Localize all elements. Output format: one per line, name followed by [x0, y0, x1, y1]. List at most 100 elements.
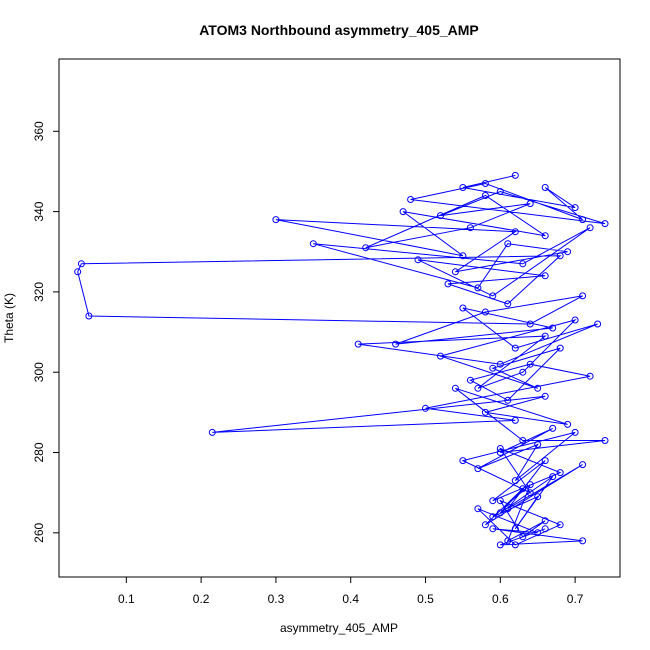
data-point	[579, 537, 587, 545]
data-point	[459, 184, 467, 191]
data-point	[571, 204, 579, 212]
data-point	[519, 437, 527, 444]
data-point	[511, 477, 519, 485]
data-point	[496, 509, 504, 517]
x-tick-label: 0.5	[417, 592, 434, 606]
data-point	[504, 396, 512, 404]
x-tick-label: 0.2	[193, 592, 210, 606]
data-point	[511, 228, 519, 236]
data-point	[451, 268, 459, 276]
data-point	[549, 424, 557, 432]
x-axis-label: asymmetry_405_AMP	[280, 621, 398, 635]
data-point	[541, 517, 549, 525]
data-point	[354, 340, 362, 348]
x-tick-label: 0.4	[342, 592, 359, 606]
y-tick-label: 300	[32, 362, 46, 382]
data-point	[571, 428, 579, 436]
data-point	[541, 525, 549, 533]
data-point	[526, 481, 534, 489]
x-tick-label: 0.1	[118, 592, 135, 606]
data-point	[481, 408, 489, 416]
x-tick-label: 0.7	[567, 592, 584, 606]
x-axis: 0.1 0.2 0.3 0.4 0.5 0.6 0.7	[118, 576, 584, 606]
data-point	[474, 465, 482, 473]
data-point	[556, 344, 564, 352]
data-point	[444, 280, 452, 288]
data-point	[511, 344, 519, 352]
data-point	[489, 364, 497, 372]
data-point	[519, 260, 527, 268]
data-point	[541, 232, 549, 240]
data-point	[474, 284, 482, 292]
data-point	[511, 525, 519, 533]
data-point	[399, 208, 407, 216]
data-point	[526, 360, 534, 368]
data-point	[519, 533, 527, 541]
data-point	[481, 521, 489, 529]
data-point	[85, 312, 93, 320]
data-point	[208, 428, 216, 436]
data-point	[474, 505, 482, 513]
data-point	[496, 188, 504, 195]
data-point	[601, 437, 609, 444]
data-point	[437, 352, 444, 360]
data-point	[489, 513, 497, 521]
data-point	[541, 392, 549, 400]
data-point	[594, 320, 602, 328]
data-point	[579, 216, 587, 224]
data-point	[526, 320, 534, 328]
data-point	[601, 220, 609, 228]
x-tick-label: 0.6	[492, 592, 509, 606]
data-point	[466, 224, 474, 232]
data-point	[504, 505, 512, 513]
x-tick-label: 0.3	[268, 592, 285, 606]
data-point	[511, 416, 519, 424]
y-tick-label: 260	[32, 522, 46, 542]
y-axis: 260 280 300 320 340 360	[32, 121, 60, 543]
data-point	[519, 485, 527, 493]
data-point	[586, 224, 594, 232]
chart-title: ATOM3 Northbound asymmetry_405_AMP	[199, 22, 479, 38]
data-point	[74, 268, 82, 276]
data-point	[481, 308, 489, 316]
data-point	[541, 332, 549, 340]
data-point	[459, 252, 467, 260]
y-tick-label: 280	[32, 442, 46, 462]
data-point	[549, 473, 557, 481]
series-line	[77, 174, 606, 546]
data-point	[579, 461, 587, 469]
y-tick-label: 340	[32, 201, 46, 221]
data-point	[549, 324, 557, 332]
data-point	[511, 171, 519, 179]
data-point	[556, 521, 564, 529]
data-point	[77, 260, 85, 268]
data-point	[392, 340, 400, 348]
data-point	[504, 240, 512, 248]
data-point	[534, 384, 542, 392]
data-point	[437, 212, 444, 220]
data-point	[586, 372, 594, 380]
data-point	[541, 457, 549, 465]
data-point	[564, 248, 572, 256]
y-tick-label: 320	[32, 282, 46, 302]
data-point	[489, 497, 497, 505]
data-point	[541, 272, 549, 280]
data-point	[481, 192, 489, 199]
data-point	[564, 420, 572, 428]
data-point	[451, 384, 459, 392]
data-point	[504, 537, 512, 545]
data-point	[519, 368, 527, 376]
data-point	[496, 449, 504, 456]
data-point	[496, 497, 504, 505]
data-point	[526, 489, 534, 497]
data-point	[459, 457, 467, 465]
data-point	[496, 541, 504, 549]
data-point	[272, 216, 280, 224]
data-point	[309, 240, 317, 248]
data-point	[466, 376, 474, 384]
data-point	[534, 529, 542, 537]
data-point	[511, 541, 519, 549]
data-point	[534, 441, 542, 448]
data-point	[489, 525, 497, 533]
